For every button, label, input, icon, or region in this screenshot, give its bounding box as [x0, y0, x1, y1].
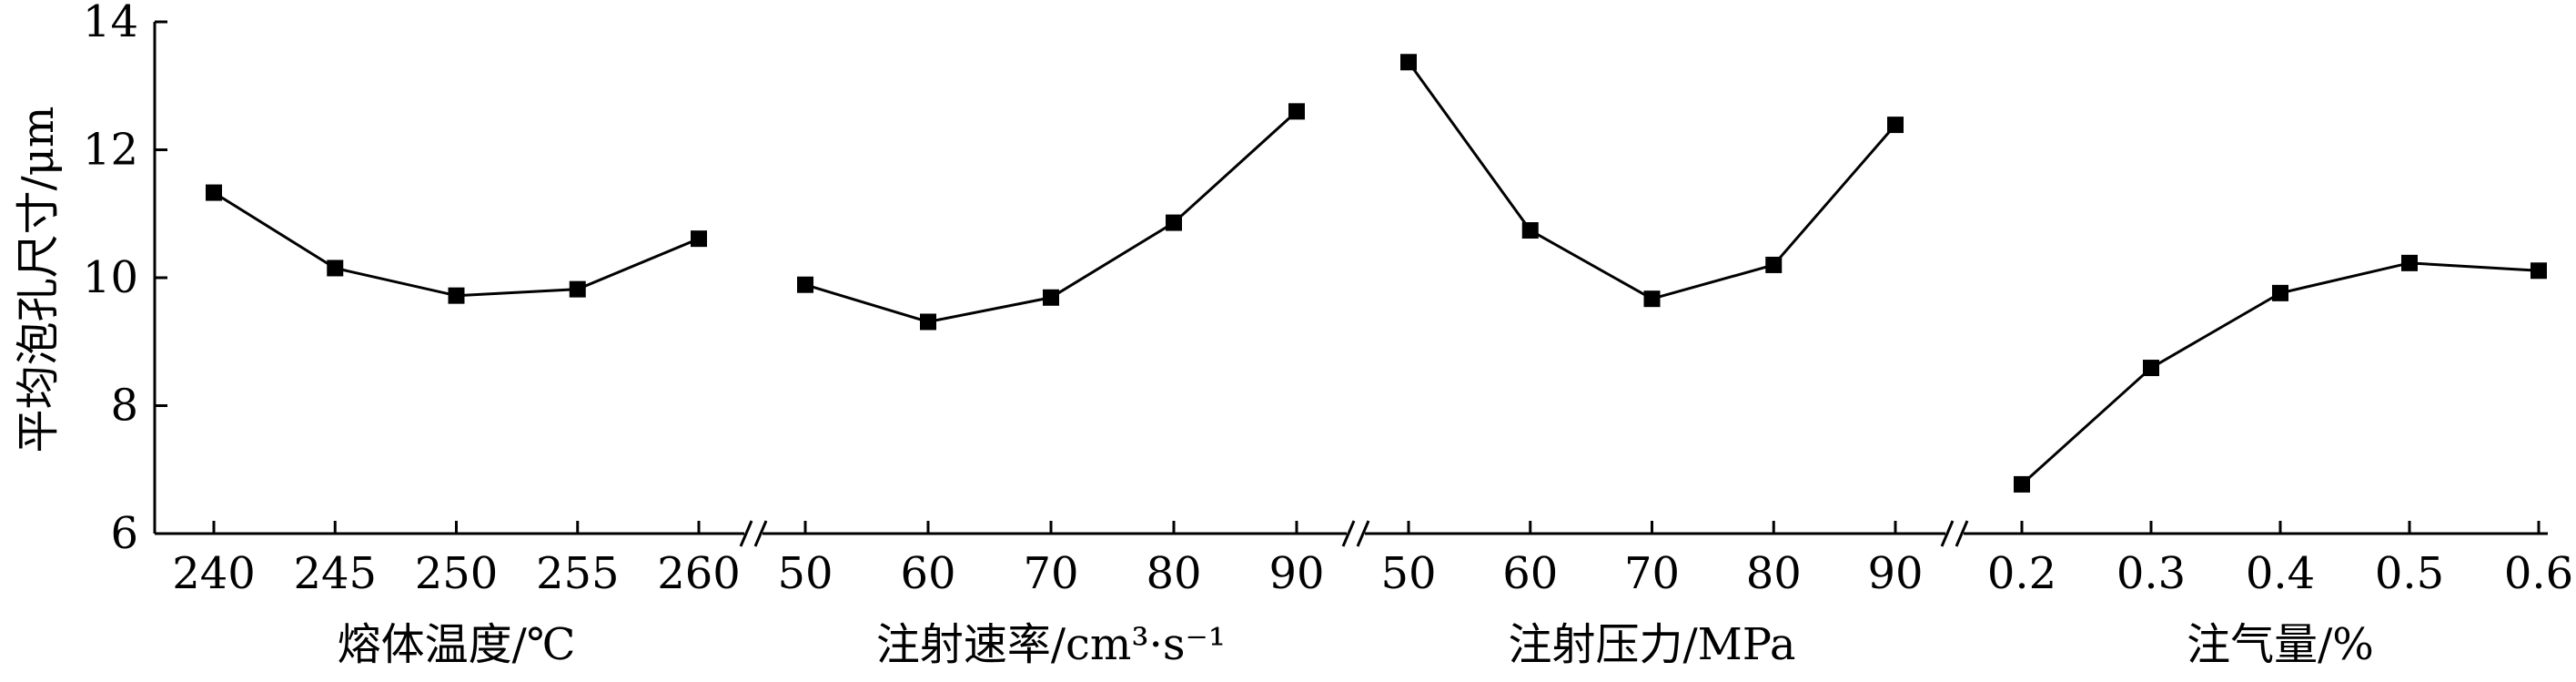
data-point	[206, 184, 222, 201]
x-tick-label: 0.6	[2504, 548, 2573, 599]
x-tick-label: 70	[1624, 548, 1680, 599]
y-axis-label: 平均泡孔尺寸/μm	[13, 107, 64, 453]
y-tick-label: 6	[110, 508, 138, 559]
data-point	[1043, 289, 1059, 306]
x-tick-label: 80	[1146, 548, 1201, 599]
series-line-panel-1	[213, 191, 700, 298]
data-point	[1288, 103, 1305, 120]
series	[206, 54, 2547, 493]
x-tick-label: 80	[1746, 548, 1802, 599]
x-axis-label-panel-4: 注气量/%	[2187, 619, 2374, 670]
data-point	[569, 280, 586, 298]
y-tick-label: 8	[110, 381, 138, 432]
data-point	[2272, 284, 2288, 301]
x-tick-label: 60	[1502, 548, 1558, 599]
data-point	[448, 287, 465, 304]
data-point	[691, 230, 707, 248]
y-tick-label: 14	[83, 0, 138, 47]
data-point	[1521, 222, 1539, 239]
series-line-panel-3	[1407, 61, 1897, 300]
data-point	[2401, 254, 2418, 271]
data-point	[1643, 290, 1661, 308]
data-point	[1887, 117, 1904, 134]
data-point	[920, 313, 936, 331]
x-tick-label: 50	[1380, 548, 1436, 599]
data-point	[2014, 475, 2030, 493]
x-tick-label: 245	[293, 548, 377, 599]
x-tick-label: 90	[1268, 548, 1324, 599]
axis-break-marker-1	[739, 520, 768, 547]
data-point	[1166, 214, 1182, 231]
x-tick-label: 50	[777, 548, 833, 599]
data-point	[2143, 360, 2159, 377]
x-axis-label-panel-1: 熔体温度/℃	[338, 619, 576, 670]
x-tick-label: 60	[900, 548, 955, 599]
data-point	[2531, 262, 2547, 280]
x-tick-label: 90	[1867, 548, 1923, 599]
data-point	[327, 260, 344, 277]
x-tick-label: 0.3	[2116, 548, 2186, 599]
x-tick-label: 0.5	[2375, 548, 2444, 599]
axis-break-marker-2	[1341, 520, 1370, 547]
x-tick-label: 240	[172, 548, 256, 599]
x-tick-label: 0.2	[1987, 548, 2056, 599]
data-point	[797, 276, 813, 293]
data-point	[1400, 54, 1417, 71]
axes	[153, 20, 2548, 547]
x-tick-label: 0.4	[2246, 548, 2315, 599]
x-tick-label: 260	[657, 548, 741, 599]
x-tick-label: 70	[1023, 548, 1078, 599]
x-tick-label: 250	[415, 548, 499, 599]
axis-break-marker-3	[1940, 520, 1969, 547]
data-point	[1765, 256, 1783, 273]
x-axis-label-panel-3: 注射压力/MPa	[1508, 619, 1795, 670]
x-tick-label: 255	[536, 548, 620, 599]
x-axis-label-panel-2: 注射速率/cm³·s⁻¹	[876, 619, 1226, 670]
y-tick-label: 12	[83, 125, 138, 176]
labels: 6 8 10 12 14 240 245 250 255 260 熔体温度/℃ 50 60 70 80 90 注…	[83, 0, 2573, 670]
y-tick-label: 10	[83, 252, 138, 303]
